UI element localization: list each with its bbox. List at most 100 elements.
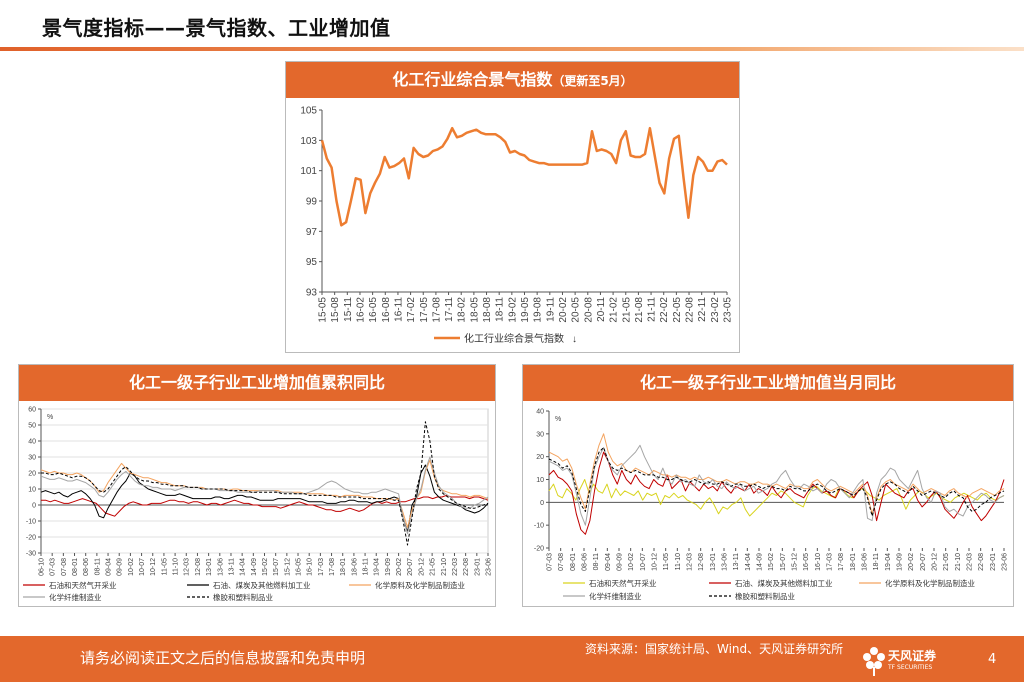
x-tick-label: 21-05 (621, 297, 632, 323)
x-tick-label: 22-05 (672, 297, 683, 323)
x-tick-label: 20-12 (418, 558, 425, 576)
x-tick-label: 17-08 (838, 553, 845, 571)
y-tick-label: 30 (536, 431, 544, 438)
y-tick-label: 50 (28, 422, 36, 429)
chart-monthly-yoy: -20 -10 0 10 20 30 40% 07-03 07-08 08-01 08-06 08-1… (534, 408, 1009, 601)
x-tick-label: 11-10 (173, 558, 180, 575)
x-tick-label: 22-08 (463, 558, 470, 576)
series-line-0 (41, 494, 489, 517)
legend-label: 化学原料及化学制品制造业 (885, 578, 975, 588)
legend-item: 石油和天然气开采业 (23, 580, 117, 590)
x-tick-label: 17-02 (406, 297, 417, 323)
plot-area (40, 408, 489, 554)
x-tick-label: 16-10 (815, 553, 822, 571)
y-tick-label: 30 (28, 454, 36, 461)
logo-flower-icon (863, 647, 885, 676)
y-tick-label: 20 (28, 470, 36, 477)
x-tick-label: 20-08 (583, 297, 594, 323)
x-tick-label: 22-03 (452, 558, 459, 576)
x-tick-label: 20-02 (396, 558, 403, 576)
series-line-3 (548, 444, 1005, 526)
y-tick-label: 95 (306, 257, 318, 268)
x-tick-label: 20-07 (920, 553, 927, 571)
panel-title-text: 化工行业综合景气指数 (392, 70, 553, 89)
x-tick-label: 15-02 (768, 553, 775, 571)
x-tick-label: 13-06 (721, 553, 728, 571)
y-tick-label: 40 (536, 408, 544, 415)
panel-cumulative-yoy: 化工一级子行业工业增加值累积同比 -30 -20 -10 0 10 20 30 40 50 60%… (18, 364, 496, 607)
x-tick-label: 20-07 (407, 558, 414, 576)
legend-item: 石油和天然气开采业 (563, 578, 657, 588)
logo-subtitle: TF SECURITIES (888, 664, 933, 671)
legend-item: 化学纤维制造业 (23, 592, 102, 602)
panel-title-text: 化工一级子行业工业增加值当月同比 (639, 373, 896, 392)
x-tick-label: 13-01 (206, 558, 213, 576)
x-tick-label: 12-03 (184, 558, 191, 576)
title-rule (0, 47, 1024, 51)
x-tick-label: 20-12 (931, 553, 938, 571)
x-tick-label: 23-01 (990, 553, 997, 571)
legend-label: 石油、煤炭及其他燃料加工业 (213, 580, 311, 590)
x-tick-label: 22-08 (978, 553, 985, 571)
y-tick-label: 10 (536, 477, 544, 484)
x-tick-label: 15-07 (780, 553, 787, 571)
plot-area (322, 110, 727, 292)
y-tick-label: -20 (26, 534, 36, 541)
page-title: 景气度指标——景气指数、工业增加值 (42, 16, 391, 40)
x-tick-label: 14-09 (756, 553, 763, 571)
y-unit-label: % (555, 416, 561, 423)
series-line-4 (548, 447, 1005, 517)
x-tick-label: 15-11 (343, 297, 354, 322)
x-tick-label: 07-08 (61, 558, 68, 576)
x-tick-label: 09-09 (117, 558, 124, 576)
series-line-1 (548, 451, 1005, 535)
x-tick-label: 18-06 (351, 558, 358, 576)
x-tick-label: 20-02 (908, 553, 915, 571)
legend-label: 化工行业综合景气指数 (464, 332, 564, 345)
legend-label: 橡胶和塑料制品业 (735, 591, 795, 601)
x-tick-label: 13-11 (228, 558, 235, 575)
disclaimer-link[interactable]: 请务必阅读正文之后的信息披露和免责申明 (80, 649, 366, 667)
x-tick-label: 21-10 (955, 553, 962, 571)
x-tick-label: 23-05 (723, 297, 734, 323)
x-tick-label: 15-07 (273, 558, 280, 576)
x-tick-label: 09-04 (605, 553, 612, 571)
x-tick-label: 18-01 (340, 558, 347, 576)
x-tick-label: 19-02 (507, 297, 518, 323)
x-tick-label: 11-05 (663, 553, 670, 570)
x-tick-label: 16-10 (307, 558, 314, 576)
x-tick-label: 21-10 (441, 558, 448, 576)
plot-area (549, 411, 1004, 548)
x-tick-label: 12-08 (195, 558, 202, 576)
series-line-0 (320, 126, 728, 227)
x-tick-label: 15-02 (262, 558, 269, 576)
x-tick-label: 21-11 (647, 297, 658, 322)
x-tick-label: 19-04 (374, 558, 381, 576)
x-tick-label: 08-01 (570, 553, 577, 571)
x-tick-label: 18-11 (873, 553, 880, 570)
y-tick-label: 97 (306, 227, 318, 238)
x-tick-label: 10-07 (640, 553, 647, 571)
x-tick-label: 18-11 (363, 558, 370, 575)
y-tick-label: 20 (536, 454, 544, 461)
x-tick-label: 10-07 (139, 558, 146, 576)
x-tick-label: 13-01 (710, 553, 717, 571)
x-tick-label: 18-02 (457, 297, 468, 323)
y-tick-label: 10 (28, 486, 36, 493)
x-tick-label: 16-11 (393, 297, 404, 322)
legend-label: 石油和天然气开采业 (589, 578, 657, 588)
y-tick-label: -20 (534, 545, 544, 552)
x-tick-label: 19-09 (385, 558, 392, 576)
legend-label: 化学纤维制造业 (49, 592, 102, 602)
legend-item: 石油、煤炭及其他燃料加工业 (187, 580, 311, 590)
x-tick-label: 23-06 (485, 558, 492, 576)
x-tick-label: 19-11 (545, 297, 556, 322)
y-tick-label: -10 (26, 518, 36, 525)
x-tick-label: 08-11 (94, 558, 101, 575)
x-tick-label: 08-01 (72, 558, 79, 576)
x-tick-label: 17-11 (444, 297, 455, 322)
x-tick-label: 18-05 (469, 297, 480, 323)
x-tick-label: 21-05 (430, 558, 437, 576)
x-tick-label: 21-02 (609, 297, 620, 323)
legend-item: 化工行业综合景气指数 (434, 332, 564, 345)
